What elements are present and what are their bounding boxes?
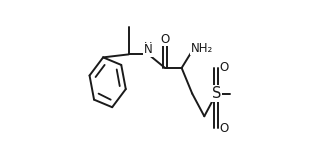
Text: O: O <box>160 33 170 46</box>
Text: NH₂: NH₂ <box>191 42 213 55</box>
Text: O: O <box>219 122 229 135</box>
Text: S: S <box>212 86 221 101</box>
Text: H: H <box>144 42 153 52</box>
Text: O: O <box>219 61 229 74</box>
Text: N: N <box>144 43 153 56</box>
